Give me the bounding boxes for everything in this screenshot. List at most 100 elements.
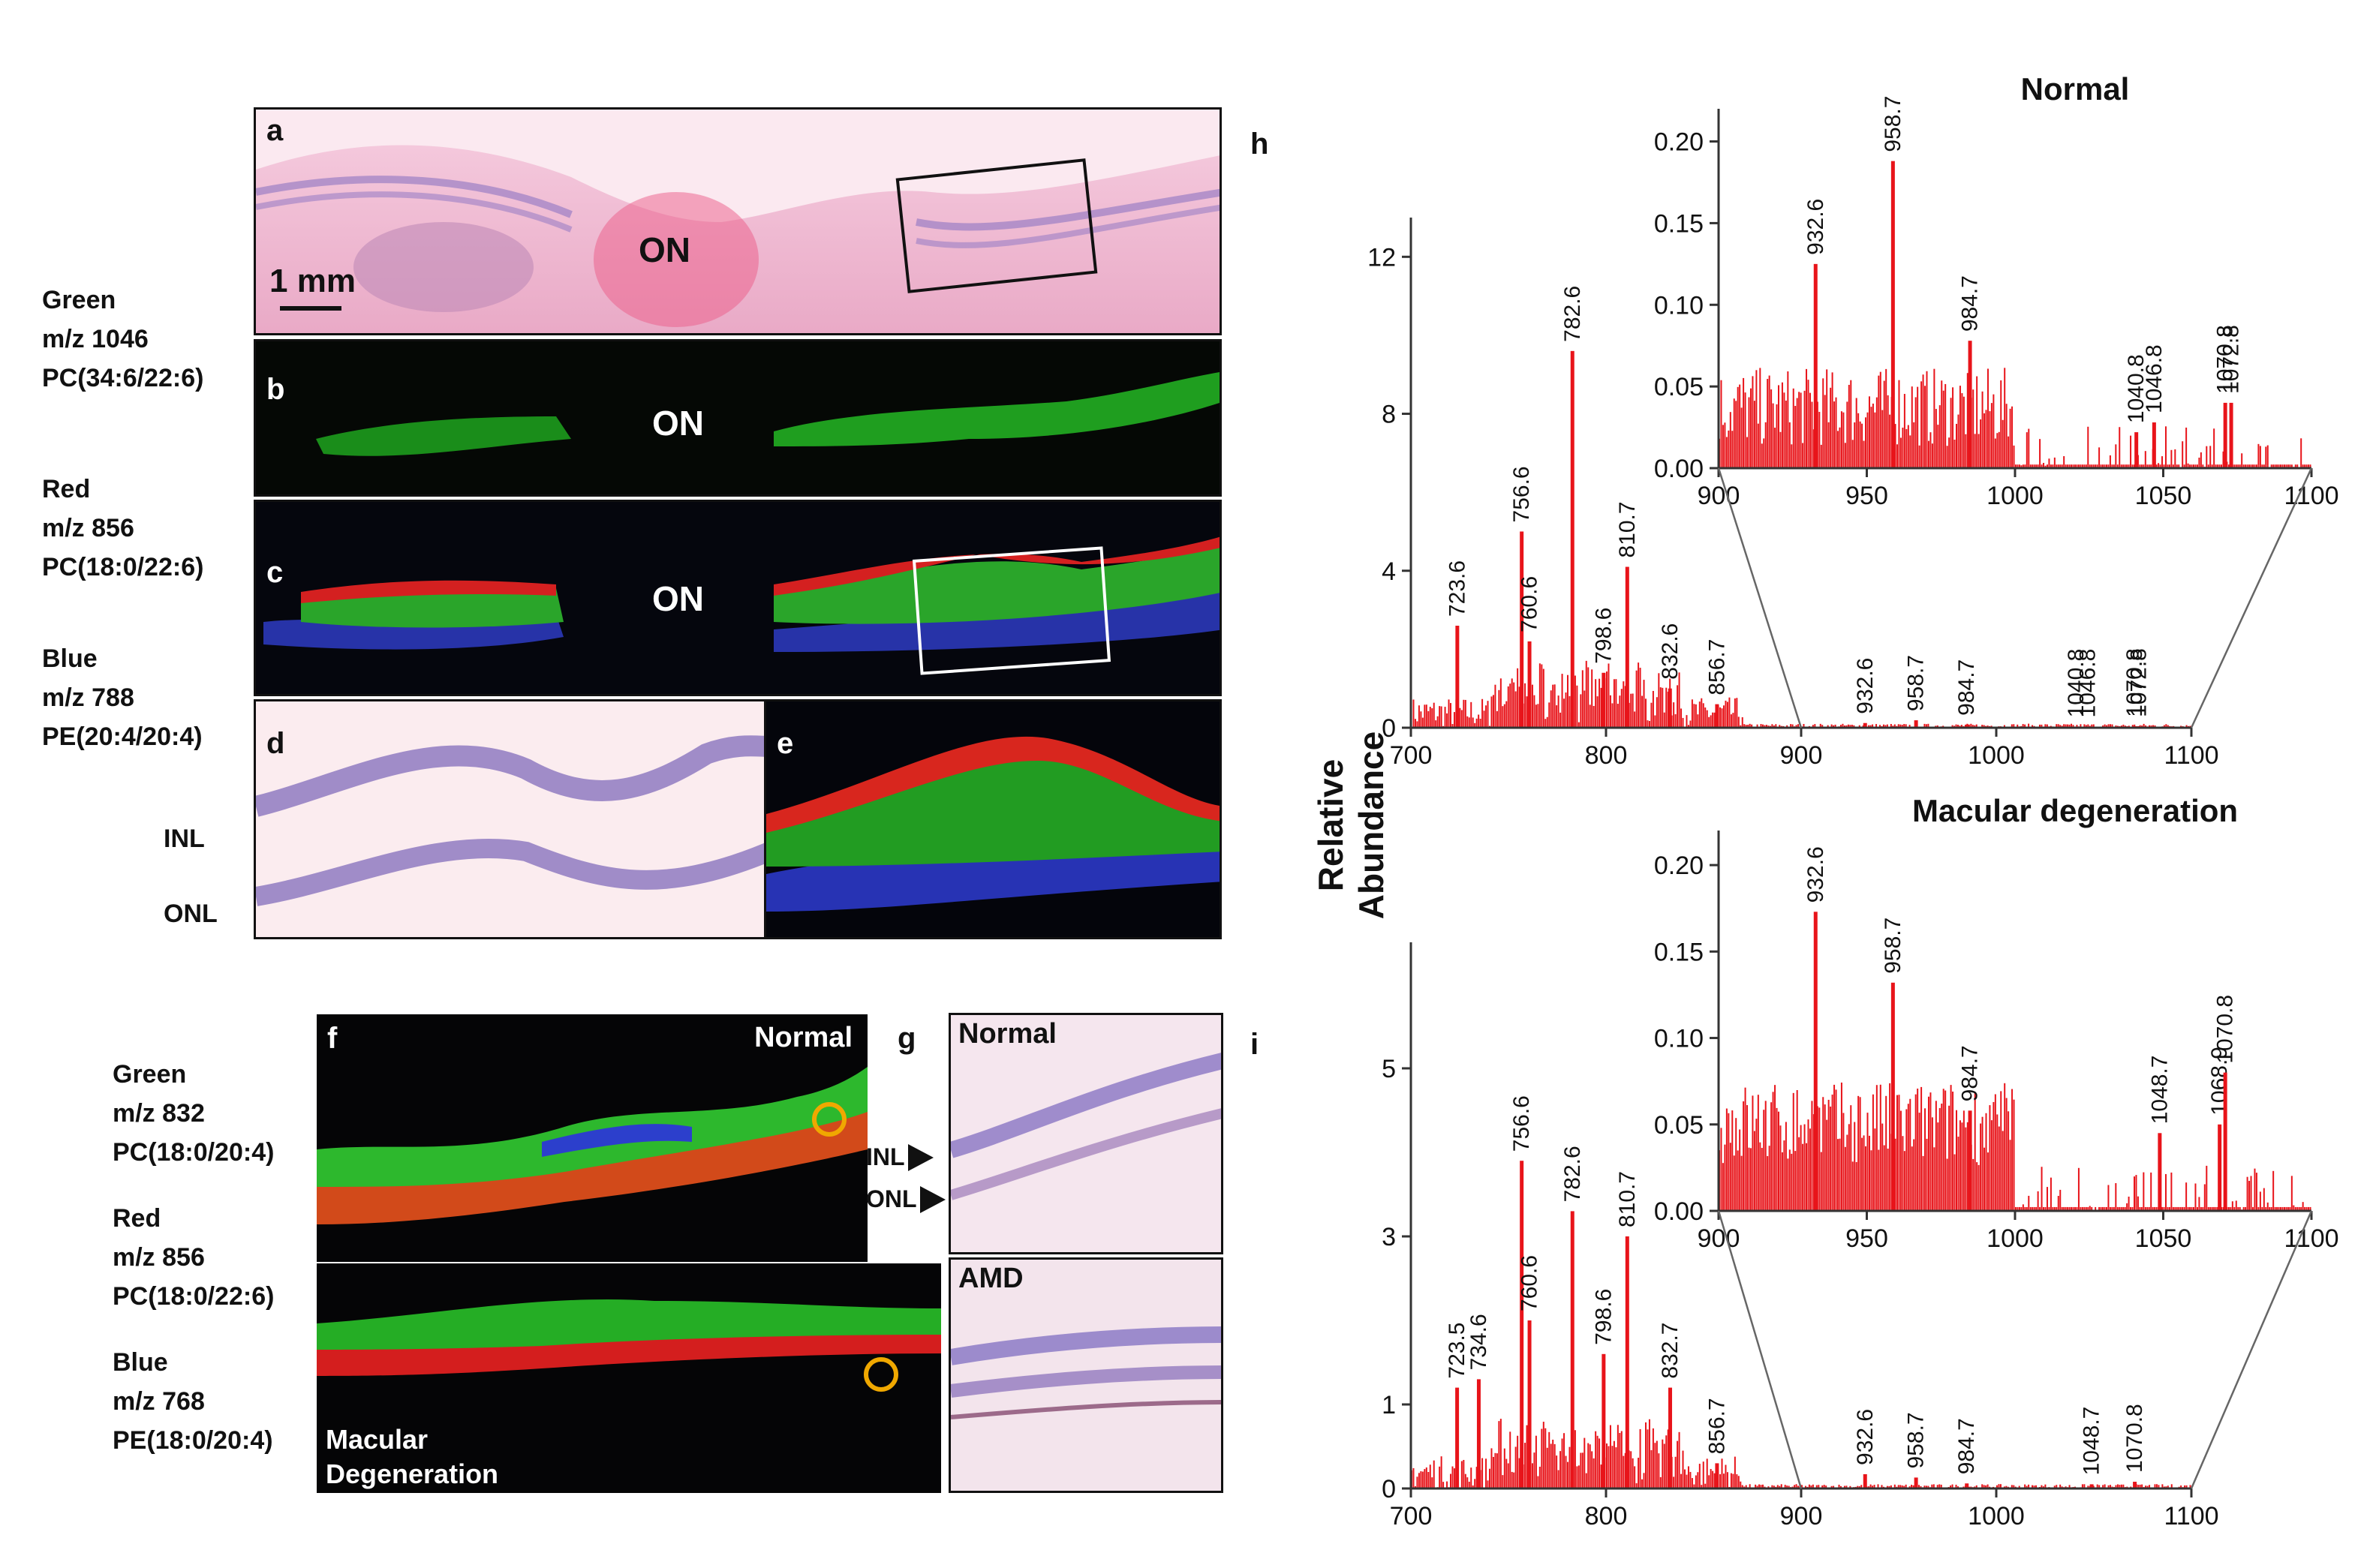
noise-bar [2239,1206,2241,1211]
noise-bar [1453,712,1455,728]
noise-bar [2227,464,2230,468]
noise-bar [1620,689,1623,728]
noise-bar [1905,724,1907,728]
noise-bar [1593,1458,1595,1488]
peak-label: 1046.8 [2076,649,2101,718]
noise-bar [2233,464,2236,468]
noise-bar [1647,720,1649,728]
noise-bar [2068,1206,2071,1211]
noise-bar [1850,1105,1852,1211]
noise-bar [1574,675,1576,728]
noise-bar [1913,422,1915,468]
panel-label-f: f [327,1022,338,1055]
noise-bar [1509,1431,1511,1488]
noise-bar [1755,1484,1757,1488]
noise-bar [2028,1195,2030,1211]
noise-bar [1827,725,1829,728]
noise-bar [1481,1458,1484,1488]
peak-bar [1625,566,1629,728]
peak-label: 932.6 [1803,846,1828,903]
noise-bar [1950,1485,1952,1488]
noise-bar [1993,394,1995,468]
noise-bar [1585,1473,1587,1488]
noise-bar [1835,397,1837,468]
noise-bar [1941,380,1943,468]
noise-bar [1608,663,1610,728]
noise-bar [1768,1146,1770,1211]
noise-bar [1923,723,1926,728]
noise-bar [2046,724,2048,728]
channel-color: Green [42,286,116,314]
peak-bar [2158,1133,2162,1211]
peak-label: 760.6 [1517,1255,1542,1311]
x-tick-label: 1050 [2135,1224,2192,1253]
noise-bar [1953,439,1956,468]
peak-bar [2133,1482,2137,1488]
noise-bar [2000,1091,2002,1211]
noise-bar [1972,1158,1974,1211]
noise-bar [2104,1484,2106,1488]
noise-bar [1713,1473,1716,1488]
noise-bar [1448,699,1450,728]
noise-bar [2053,457,2056,468]
peak-bar [2089,1484,2094,1488]
noise-bar [1659,1476,1662,1488]
noise-bar [1776,1107,1778,1211]
noise-bar [2046,1187,2048,1211]
y-tick-label: 0.15 [1654,938,1704,966]
noise-bar [1762,1484,1764,1488]
noise-bar [1781,1152,1783,1211]
noise-bar [1581,1452,1583,1488]
noise-bar [1923,1485,1926,1488]
noise-bar [1460,1461,1463,1488]
noise-bar [1494,684,1496,728]
noise-bar [1861,423,1863,468]
noise-bar [2170,1172,2173,1211]
noise-bar [2095,1206,2097,1211]
noise-bar [2071,1206,2073,1211]
noise-bar [1785,400,1787,468]
noise-bar [1687,725,1689,728]
panel-e-rgb-zoom: e [764,699,1222,939]
noise-bar [2144,451,2146,468]
noise-bar [1623,1455,1625,1488]
noise-bar [1505,701,1508,728]
noise-bar [2168,464,2170,468]
noise-bar [2143,723,2145,728]
noise-bar [2300,438,2302,468]
noise-bar [1735,401,1737,468]
noise-bar [1623,681,1625,728]
noise-bar [1874,1128,1876,1211]
noise-bar [1987,1484,1989,1488]
channel-mz: m/z 856 [42,514,134,542]
noise-bar [2191,1206,2193,1211]
noise-bar [1842,412,1845,468]
noise-bar [2085,725,2087,728]
noise-bar [1961,1122,1963,1211]
noise-bar [1581,670,1583,728]
noise-bar [1878,375,1880,468]
noise-bar [1574,1430,1576,1488]
noise-bar [1593,705,1595,728]
noise-bar [2185,1485,2188,1488]
noise-bar [1632,1458,1634,1488]
y-tick-label: 0.15 [1654,209,1704,238]
noise-bar [2011,1089,2014,1211]
noise-bar [2134,464,2135,468]
noise-bar [1737,716,1740,728]
noise-bar [1741,717,1743,728]
noise-bar [2065,724,2067,728]
scale-bar [280,306,341,311]
noise-bar [2152,1206,2154,1211]
noise-bar [2072,1206,2074,1211]
noise-bar [1740,1155,1743,1211]
noise-bar [1764,1101,1767,1211]
noise-bar [1747,724,1749,728]
noise-bar [2053,1485,2056,1488]
noise-bar [2200,452,2202,468]
noise-bar [2242,464,2245,468]
noise-bar [2102,725,2104,728]
noise-bar [2072,725,2074,728]
noise-bar [1932,1484,1935,1488]
noise-bar [1494,1452,1496,1488]
